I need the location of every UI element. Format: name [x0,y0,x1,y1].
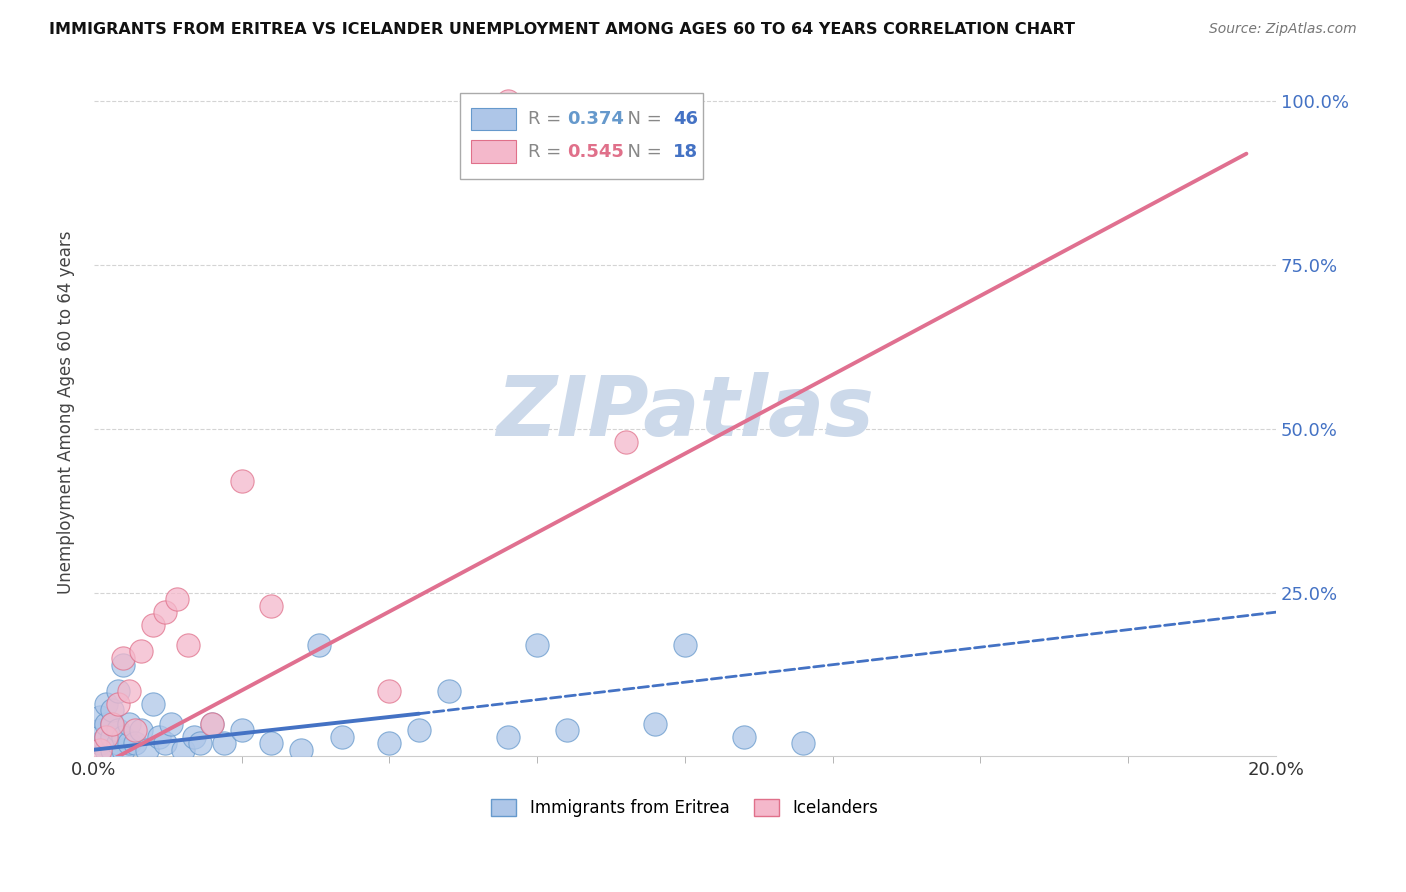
Point [94,697,117,711]
FancyBboxPatch shape [460,93,703,178]
Point [159,716,181,731]
Point [733,730,755,744]
Point [231,474,253,488]
Point [136,742,159,756]
Point [673,638,696,652]
Point [166,592,188,607]
Point [107,683,129,698]
Point [188,736,211,750]
Point [89,723,111,737]
Point [201,716,224,731]
Point [231,723,253,737]
Point [792,736,814,750]
Point [408,723,430,737]
Point [100,742,122,756]
Text: 18: 18 [673,143,699,161]
Legend: Immigrants from Eritrea, Icelanders: Immigrants from Eritrea, Icelanders [485,792,886,823]
Point [124,723,146,737]
Point [212,736,235,750]
Point [496,730,519,744]
Point [100,703,122,717]
Point [201,716,224,731]
FancyBboxPatch shape [471,140,516,162]
Point [555,723,578,737]
Point [437,683,460,698]
Point [142,697,165,711]
Point [94,742,117,756]
Point [308,638,330,652]
Point [330,730,353,744]
Point [142,618,165,632]
Point [526,638,548,652]
Point [100,716,122,731]
Point [112,730,135,744]
Text: N =: N = [616,110,668,128]
Point [112,651,135,665]
Text: 0.374: 0.374 [567,110,624,128]
Point [89,710,111,724]
Point [177,638,200,652]
Point [107,736,129,750]
Point [290,742,312,756]
Point [496,95,519,109]
Point [260,736,283,750]
Text: 46: 46 [673,110,699,128]
Point [129,723,152,737]
Point [100,730,122,744]
Point [172,742,194,756]
Text: R =: R = [527,110,567,128]
Text: IMMIGRANTS FROM ERITREA VS ICELANDER UNEMPLOYMENT AMONG AGES 60 TO 64 YEARS CORR: IMMIGRANTS FROM ERITREA VS ICELANDER UNE… [49,22,1076,37]
Point [94,730,117,744]
Point [183,730,205,744]
Point [260,599,283,613]
Y-axis label: Unemployment Among Ages 60 to 64 years: Unemployment Among Ages 60 to 64 years [58,231,75,594]
Text: R =: R = [527,143,567,161]
Point [118,716,141,731]
Point [107,697,129,711]
Point [100,716,122,731]
Point [124,736,146,750]
Point [614,434,637,449]
Point [94,716,117,731]
Point [89,736,111,750]
FancyBboxPatch shape [471,108,516,130]
Point [89,742,111,756]
Point [107,723,129,737]
Point [118,736,141,750]
Point [129,644,152,658]
Point [112,657,135,672]
Text: 0.545: 0.545 [567,143,624,161]
Point [118,683,141,698]
Text: N =: N = [616,143,668,161]
Point [148,730,170,744]
Point [153,736,176,750]
Point [112,742,135,756]
Point [644,716,666,731]
Point [153,605,176,619]
Text: Source: ZipAtlas.com: Source: ZipAtlas.com [1209,22,1357,37]
Point [94,730,117,744]
Text: ZIPatlas: ZIPatlas [496,372,875,453]
Point [378,736,401,750]
Point [378,683,401,698]
